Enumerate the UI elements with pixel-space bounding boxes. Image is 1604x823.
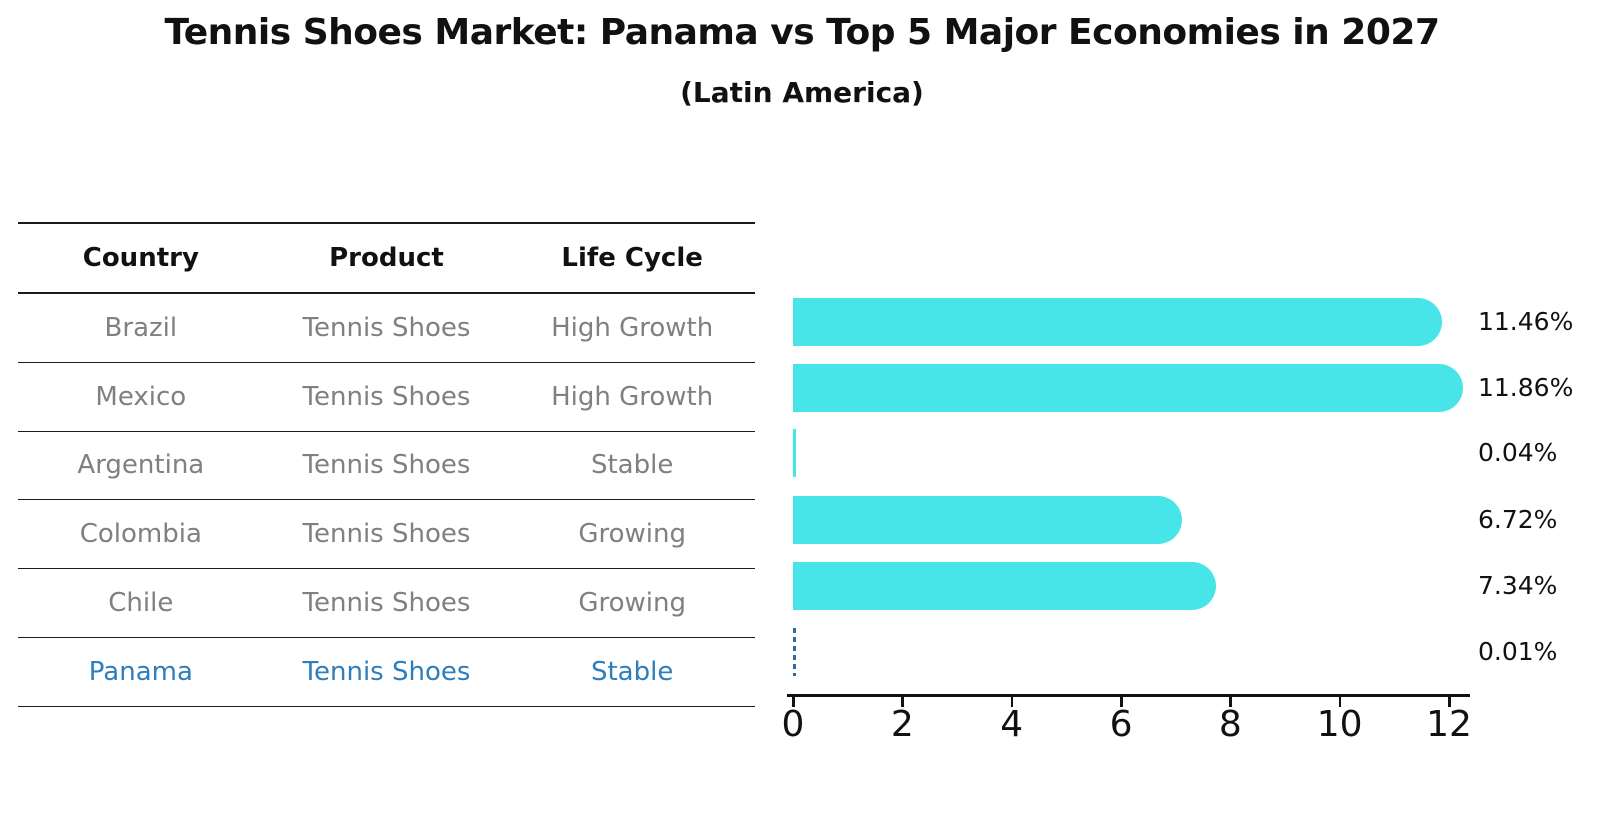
x-tick-label-6: 6 xyxy=(1109,704,1133,745)
chart-title: Tennis Shoes Market: Panama vs Top 5 Maj… xyxy=(164,12,1440,53)
cell-product: Tennis Shoes xyxy=(263,568,510,638)
col-header-product: Product xyxy=(263,222,510,294)
cell-life-cycle: Stable xyxy=(509,637,755,707)
table-row-panama-highlighted: Panama Tennis Shoes Stable xyxy=(18,637,755,707)
cell-product: Tennis Shoes xyxy=(263,499,510,570)
cell-country: Mexico xyxy=(18,362,264,432)
cell-life-cycle: High Growth xyxy=(509,362,755,432)
bar-value-label-brazil: 11.46% xyxy=(1478,307,1574,336)
cell-country: Argentina xyxy=(18,431,264,501)
bar-value-label-argentina: 0.04% xyxy=(1478,438,1558,467)
cell-life-cycle: Growing xyxy=(509,568,755,638)
bar-argentina xyxy=(793,429,796,477)
col-header-life-cycle: Life Cycle xyxy=(509,222,755,294)
table-row-brazil: Brazil Tennis Shoes High Growth xyxy=(18,293,755,363)
x-tick-mark-0 xyxy=(792,697,795,707)
cell-country: Colombia xyxy=(18,499,264,570)
chart-subtitle: (Latin America) xyxy=(680,76,924,109)
cell-product: Tennis Shoes xyxy=(263,431,510,501)
table-header-row: Country Product Life Cycle xyxy=(18,222,755,294)
cell-product: Tennis Shoes xyxy=(263,637,510,707)
x-tick-mark-8 xyxy=(1229,697,1232,707)
x-tick-mark-4 xyxy=(1010,697,1014,707)
cell-life-cycle: Growing xyxy=(509,499,755,570)
cell-country: Panama xyxy=(18,637,264,707)
x-tick-label-8: 8 xyxy=(1218,704,1242,745)
x-tick-label-10: 10 xyxy=(1316,704,1363,745)
x-tick-label-2: 2 xyxy=(890,704,914,745)
x-tick-label-0: 0 xyxy=(781,704,805,745)
x-tick-mark-2 xyxy=(901,697,904,707)
cell-country: Brazil xyxy=(18,293,264,363)
cell-country: Chile xyxy=(18,568,264,638)
cell-life-cycle: High Growth xyxy=(509,293,755,363)
x-tick-mark-6 xyxy=(1120,697,1123,707)
x-tick-label-4: 4 xyxy=(1000,704,1024,745)
table-row-argentina: Argentina Tennis Shoes Stable xyxy=(18,431,755,501)
col-header-country: Country xyxy=(18,222,264,294)
bar-chile xyxy=(793,562,1217,610)
table-row-colombia: Colombia Tennis Shoes Growing xyxy=(18,499,755,570)
x-axis-line xyxy=(787,694,1470,697)
cell-product: Tennis Shoes xyxy=(263,293,510,363)
bar-value-label-chile: 7.34% xyxy=(1478,571,1558,600)
country-table: Country Product Life Cycle Brazil Tennis… xyxy=(18,222,755,707)
table-row-mexico: Mexico Tennis Shoes High Growth xyxy=(18,362,755,432)
table-row-chile: Chile Tennis Shoes Growing xyxy=(18,568,755,638)
x-tick-mark-12 xyxy=(1448,697,1451,707)
bar-value-label-panama: 0.01% xyxy=(1478,637,1558,666)
bar-panama xyxy=(793,628,796,676)
x-tick-label-12: 12 xyxy=(1426,704,1472,745)
bar-colombia xyxy=(793,496,1183,544)
bar-brazil xyxy=(793,298,1442,346)
cell-life-cycle: Stable xyxy=(509,431,755,501)
x-tick-mark-10 xyxy=(1338,697,1342,707)
bar-mexico xyxy=(793,364,1464,412)
bar-value-label-mexico: 11.86% xyxy=(1478,373,1574,402)
bar-value-label-colombia: 6.72% xyxy=(1478,505,1558,534)
cell-product: Tennis Shoes xyxy=(263,362,510,432)
